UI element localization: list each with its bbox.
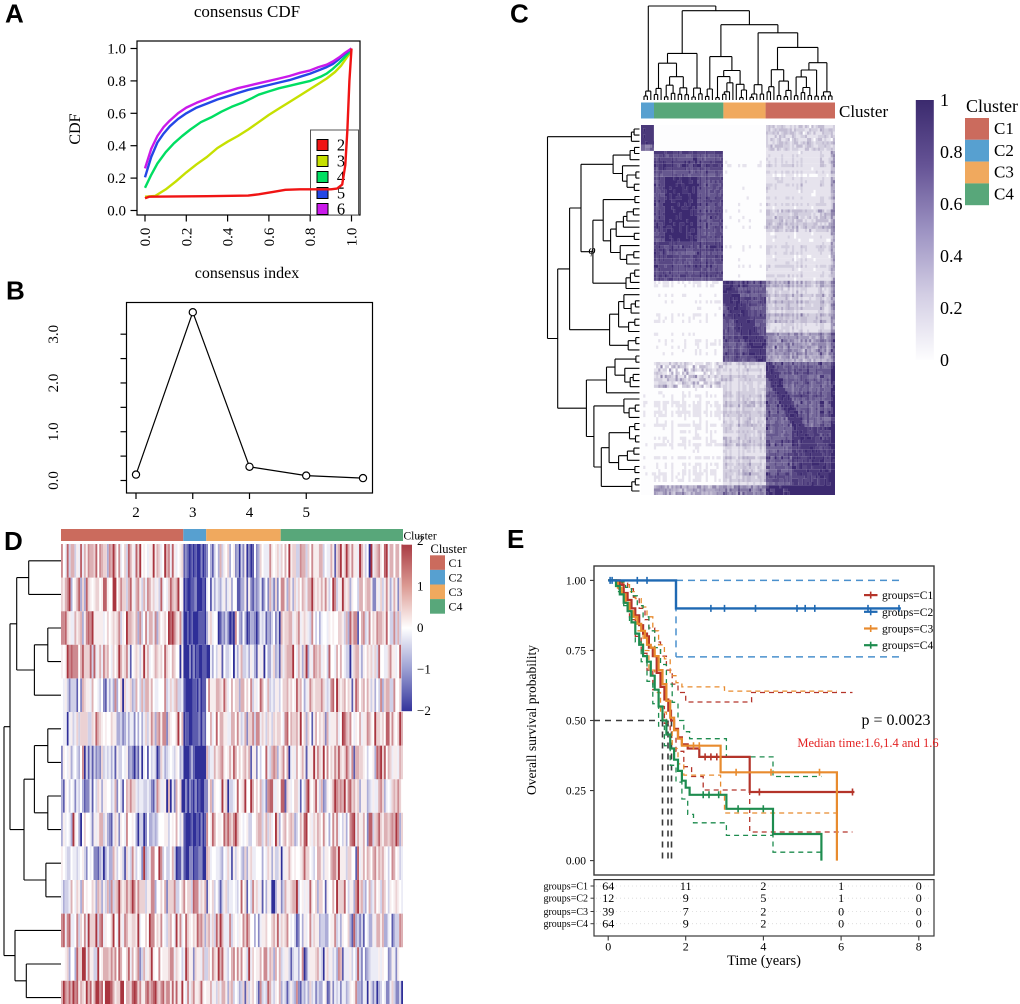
svg-text:1.0: 1.0 [345, 228, 361, 247]
svg-text:groups=C4: groups=C4 [543, 919, 588, 930]
svg-text:groups=C3: groups=C3 [882, 624, 933, 636]
svg-text:1: 1 [940, 90, 949, 110]
svg-text:0.50: 0.50 [566, 716, 586, 728]
svg-text:0.25: 0.25 [566, 786, 586, 798]
svg-text:−1: −1 [417, 662, 431, 677]
svg-text:0.8: 0.8 [107, 74, 126, 90]
svg-text:groups=C1: groups=C1 [882, 590, 933, 602]
svg-text:8: 8 [916, 940, 922, 954]
svg-text:1: 1 [838, 879, 844, 893]
svg-text:64: 64 [602, 879, 614, 893]
svg-text:0.8: 0.8 [940, 142, 963, 162]
svg-text:Cluster: Cluster [839, 102, 888, 121]
svg-text:6: 6 [838, 940, 844, 954]
svg-text:0.6: 0.6 [262, 227, 278, 246]
svg-text:C2: C2 [994, 141, 1014, 160]
svg-text:3.0: 3.0 [46, 325, 62, 344]
svg-text:Median time:1.6,1.4 and 1.6: Median time:1.6,1.4 and 1.6 [797, 736, 938, 750]
svg-text:groups=C1: groups=C1 [543, 882, 588, 893]
svg-text:64: 64 [602, 917, 614, 931]
svg-text:C1: C1 [994, 119, 1014, 138]
svg-text:Cluster: Cluster [404, 531, 437, 543]
svg-text:9: 9 [683, 917, 689, 931]
svg-text:0: 0 [838, 917, 844, 931]
svg-text:Time (years): Time (years) [727, 953, 801, 969]
svg-text:2.0: 2.0 [46, 374, 62, 393]
svg-text:6: 6 [337, 200, 345, 219]
svg-text:groups=C2: groups=C2 [543, 894, 588, 905]
svg-text:2: 2 [760, 879, 766, 893]
svg-text:0.2: 0.2 [179, 228, 195, 247]
svg-text:E: E [507, 524, 524, 554]
svg-text:12: 12 [602, 891, 614, 905]
svg-text:C3: C3 [449, 585, 463, 599]
svg-text:0.4: 0.4 [940, 246, 963, 266]
svg-text:C: C [510, 0, 529, 29]
svg-text:groups=C4: groups=C4 [882, 640, 933, 652]
svg-text:5: 5 [337, 184, 345, 203]
svg-text:1.0: 1.0 [107, 42, 126, 58]
svg-text:0: 0 [916, 891, 922, 905]
svg-text:0: 0 [916, 879, 922, 893]
svg-text:0.00: 0.00 [566, 856, 586, 868]
svg-text:0.0: 0.0 [46, 471, 62, 490]
svg-text:Cluster: Cluster [966, 96, 1018, 116]
svg-text:0: 0 [940, 350, 949, 370]
svg-text:4: 4 [760, 940, 766, 954]
svg-text:3: 3 [337, 152, 345, 171]
svg-text:1: 1 [417, 579, 424, 594]
svg-text:−2: −2 [417, 703, 431, 718]
svg-text:2: 2 [337, 136, 345, 155]
svg-text:1: 1 [838, 891, 844, 905]
svg-text:Overall survival probability: Overall survival probability [524, 645, 539, 795]
svg-text:1.00: 1.00 [566, 575, 586, 587]
svg-text:2: 2 [132, 505, 140, 521]
svg-text:0.0: 0.0 [138, 228, 154, 247]
svg-text:2: 2 [683, 940, 689, 954]
svg-text:groups=C3: groups=C3 [543, 907, 588, 918]
svg-text:A: A [5, 0, 24, 29]
svg-text:0.2: 0.2 [940, 298, 963, 318]
svg-text:CDF: CDF [67, 113, 84, 144]
svg-text:5: 5 [303, 505, 311, 521]
svg-text:consensus CDF: consensus CDF [194, 2, 300, 21]
svg-text:2: 2 [760, 917, 766, 931]
svg-text:C2: C2 [449, 570, 463, 584]
svg-text:C1: C1 [449, 556, 463, 570]
svg-text:0.6: 0.6 [940, 194, 963, 214]
svg-text:9: 9 [683, 891, 689, 905]
svg-text:C3: C3 [994, 163, 1014, 182]
svg-text:0.8: 0.8 [303, 228, 319, 247]
svg-text:39: 39 [602, 905, 614, 919]
svg-text:3: 3 [189, 505, 197, 521]
svg-text:1.0: 1.0 [46, 422, 62, 441]
svg-text:11: 11 [680, 879, 692, 893]
svg-text:0: 0 [605, 940, 611, 954]
svg-text:0.2: 0.2 [107, 171, 126, 187]
svg-text:consensus index: consensus index [195, 265, 299, 282]
svg-text:5: 5 [760, 891, 766, 905]
svg-text:0: 0 [916, 917, 922, 931]
svg-text:4: 4 [246, 505, 254, 521]
svg-text:0: 0 [417, 620, 424, 635]
svg-text:0.4: 0.4 [221, 227, 237, 246]
svg-text:0: 0 [838, 905, 844, 919]
svg-text:C4: C4 [449, 600, 463, 614]
svg-text:groups=C2: groups=C2 [882, 607, 933, 619]
svg-text:7: 7 [683, 905, 689, 919]
svg-text:0: 0 [916, 905, 922, 919]
svg-text:C4: C4 [994, 184, 1014, 203]
svg-text:0.0: 0.0 [107, 204, 126, 220]
svg-text:0.4: 0.4 [107, 139, 126, 155]
svg-text:p = 0.0023: p = 0.0023 [861, 712, 930, 729]
svg-text:Cluster: Cluster [431, 542, 468, 556]
svg-text:0.75: 0.75 [566, 645, 586, 657]
svg-text:2: 2 [760, 905, 766, 919]
svg-text:4: 4 [337, 168, 345, 187]
svg-text:0.6: 0.6 [107, 106, 126, 122]
svg-text:φ: φ [588, 242, 595, 257]
svg-text:B: B [6, 276, 25, 306]
svg-text:2: 2 [417, 533, 424, 548]
svg-text:D: D [4, 526, 23, 556]
